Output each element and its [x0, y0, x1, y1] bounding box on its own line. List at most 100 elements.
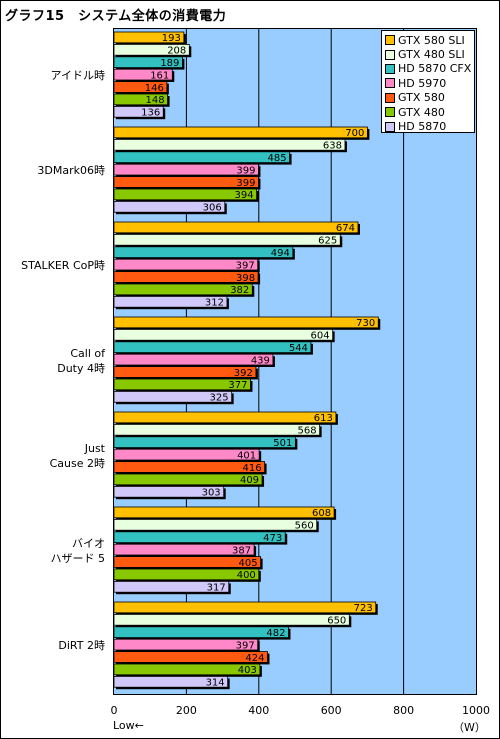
- legend-item: HD 5870: [385, 119, 474, 133]
- bar: [113, 378, 251, 391]
- legend-swatch: [385, 78, 395, 89]
- legend-swatch: [385, 35, 395, 46]
- bar: [113, 651, 268, 663]
- bar-value-label: 674: [336, 223, 355, 234]
- bar: [113, 68, 173, 81]
- bar-value-label: 317: [207, 583, 226, 594]
- x-axis-unit-label: （W）: [453, 721, 486, 734]
- category-label: 3DMark06時: [37, 164, 105, 177]
- bar: [113, 271, 259, 283]
- bar: [113, 390, 233, 403]
- bar-value-label: 638: [323, 141, 342, 152]
- bar: [113, 506, 335, 519]
- bar-value-label: 394: [235, 190, 254, 201]
- bar: [113, 556, 262, 568]
- bar: [113, 448, 260, 461]
- category-label: DiRT 2時: [58, 639, 105, 652]
- bar: [113, 531, 286, 543]
- bar: [113, 663, 261, 676]
- bar-value-label: 494: [271, 248, 290, 259]
- legend-item: GTX 580 SLI: [385, 33, 474, 47]
- bar-value-label: 730: [356, 318, 375, 329]
- bar: [113, 366, 257, 378]
- bar: [113, 423, 321, 436]
- bar: [113, 543, 255, 556]
- bar-value-label: 485: [267, 153, 286, 164]
- bar-value-label: 193: [162, 33, 181, 44]
- bar-value-label: 544: [289, 343, 308, 354]
- legend-label: GTX 580 SLI: [398, 33, 465, 47]
- bar-value-label: 625: [318, 236, 337, 247]
- legend-swatch: [385, 107, 395, 118]
- chart-title: グラフ15 システム全体の消費電力: [5, 9, 227, 24]
- bar-value-label: 312: [205, 298, 224, 309]
- legend-item: GTX 580: [385, 91, 474, 105]
- bar-value-label: 473: [263, 533, 282, 544]
- legend-item: GTX 480: [385, 105, 474, 119]
- bar: [113, 151, 290, 164]
- legend-swatch: [385, 49, 395, 60]
- legend-label: HD 5870 CFX: [398, 62, 472, 76]
- legend-item: HD 5870 CFX: [385, 62, 474, 76]
- x-axis-low-label: Low←: [113, 719, 144, 732]
- bar: [113, 126, 368, 139]
- bar-value-label: 604: [311, 331, 330, 342]
- category-label: Call of Duty 4時: [57, 346, 105, 375]
- bar-value-label: 325: [210, 393, 229, 404]
- bar: [113, 328, 334, 341]
- bar-value-label: 161: [150, 70, 169, 81]
- bar-value-label: 723: [354, 603, 373, 614]
- bar-value-label: 608: [312, 508, 331, 519]
- bar-value-label: 314: [206, 678, 225, 689]
- bar: [113, 233, 341, 246]
- bar-value-label: 136: [141, 108, 160, 119]
- x-tick-label: 800: [393, 704, 415, 717]
- bar: [113, 31, 185, 44]
- bar: [113, 568, 260, 581]
- bar-value-label: 416: [242, 463, 261, 474]
- bar-value-label: 399: [236, 178, 255, 189]
- bar: [113, 176, 259, 188]
- bar: [113, 518, 318, 531]
- bar-value-label: 377: [228, 380, 247, 391]
- bar: [113, 676, 229, 688]
- bar-value-label: 482: [266, 628, 285, 639]
- bar-value-label: 382: [230, 285, 249, 296]
- legend-label: GTX 580: [398, 91, 445, 105]
- legend-item: GTX 480 SLI: [385, 47, 474, 61]
- bar: [113, 341, 312, 353]
- bar-value-label: 399: [236, 165, 255, 176]
- bar: [113, 56, 183, 68]
- bar-value-label: 409: [240, 475, 259, 486]
- bar-value-label: 401: [237, 450, 256, 461]
- bar-value-label: 613: [314, 413, 333, 424]
- bar-value-label: 424: [245, 653, 264, 664]
- x-tick-label: 1000: [462, 704, 490, 717]
- legend-label: HD 5970: [398, 76, 447, 90]
- bar: [113, 295, 228, 308]
- legend-item: HD 5970: [385, 76, 474, 90]
- bar: [113, 626, 289, 638]
- bar: [113, 93, 168, 106]
- bar: [113, 283, 253, 296]
- category-label: アイドル時: [50, 69, 105, 82]
- bar-value-label: 405: [239, 558, 258, 569]
- bar-value-label: 439: [251, 355, 270, 366]
- bar: [113, 316, 379, 329]
- plot-area: 193 208 189 161 146 148 136 700 638 485 399 399 394 3…: [113, 28, 477, 695]
- legend-label: GTX 480: [398, 105, 445, 119]
- bar: [113, 188, 258, 201]
- bar: [113, 43, 190, 56]
- bar: [113, 246, 294, 259]
- bar-value-label: 398: [236, 273, 255, 284]
- bar: [113, 411, 337, 424]
- legend-label: GTX 480 SLI: [398, 48, 465, 62]
- bar-value-label: 148: [145, 95, 164, 106]
- bar: [113, 436, 296, 448]
- legend-swatch: [385, 121, 395, 132]
- category-label: STALKER CoP時: [21, 259, 105, 272]
- bar: [113, 601, 377, 614]
- bar: [113, 221, 359, 234]
- bar-value-label: 560: [295, 521, 314, 532]
- bar: [113, 258, 259, 271]
